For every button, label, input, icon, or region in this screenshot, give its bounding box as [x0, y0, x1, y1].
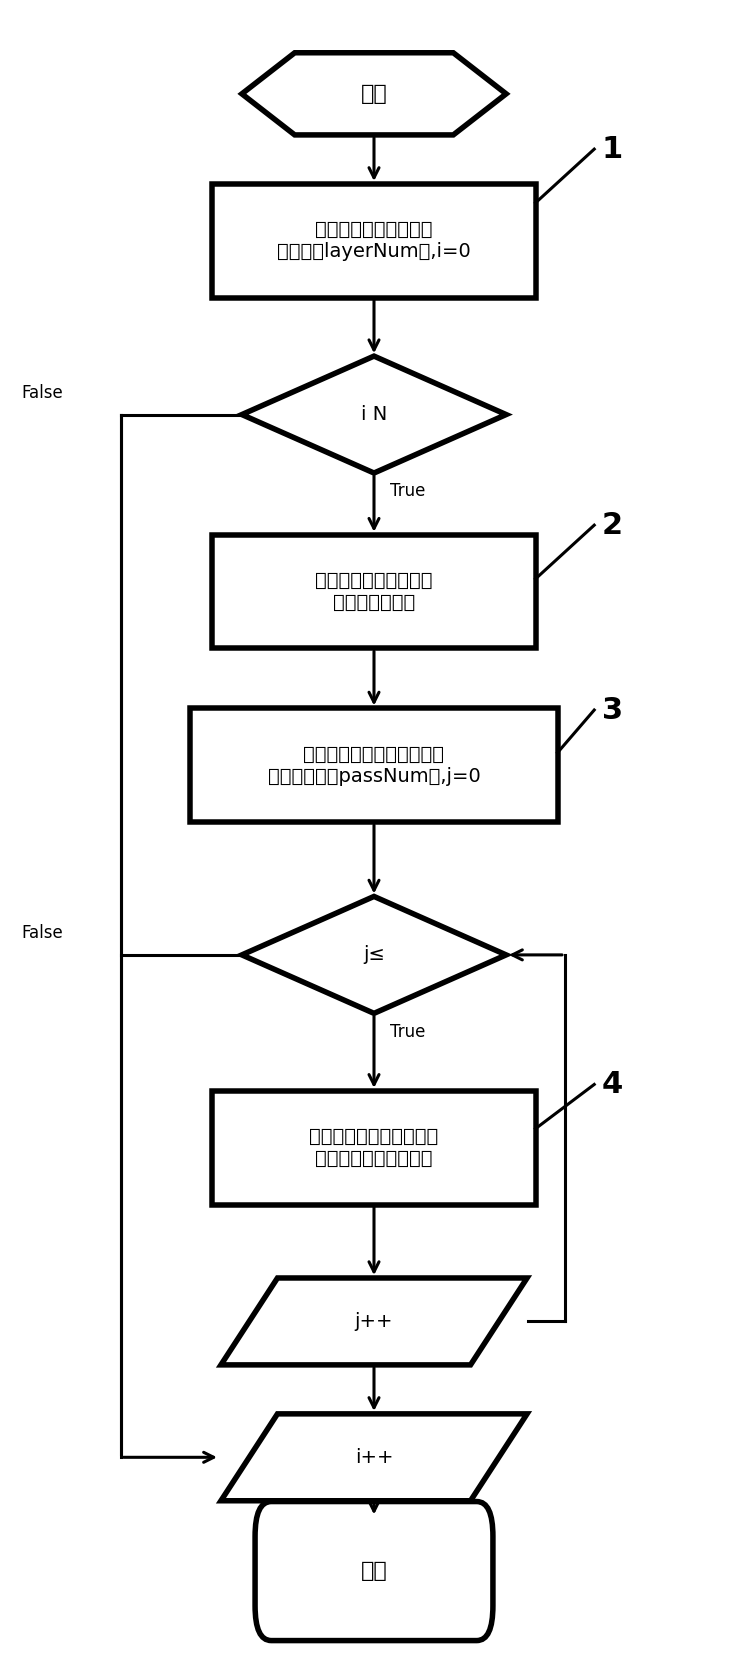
Text: 装载金字塔打印参数，改
变打印模式，开始打印: 装载金字塔打印参数，改 变打印模式，开始打印 [310, 1127, 438, 1168]
Text: 结束: 结束 [361, 1561, 387, 1581]
FancyBboxPatch shape [255, 1501, 493, 1640]
Polygon shape [221, 1278, 527, 1365]
Text: 加载打印信息，载入打
印层数（layerNum）,i=0: 加载打印信息，载入打 印层数（layerNum）,i=0 [277, 220, 471, 262]
Text: 4: 4 [601, 1070, 623, 1099]
Text: 加载金字塔打印信息，载入
图幅分割数（passNum）,j=0: 加载金字塔打印信息，载入 图幅分割数（passNum）,j=0 [268, 744, 480, 785]
Bar [191, 709, 557, 822]
Text: i N: i N [361, 404, 387, 424]
Text: 3: 3 [601, 696, 622, 724]
Bar [212, 184, 536, 298]
Polygon shape [242, 53, 506, 134]
Text: True: True [390, 1022, 426, 1041]
Text: True: True [390, 482, 426, 500]
Text: 2: 2 [601, 510, 622, 540]
Text: 开始: 开始 [361, 85, 387, 104]
Polygon shape [221, 1413, 527, 1501]
Text: j++: j++ [355, 1312, 393, 1331]
Text: j≤: j≤ [363, 946, 385, 964]
Text: False: False [22, 384, 64, 403]
Text: i++: i++ [355, 1448, 393, 1466]
Polygon shape [242, 356, 506, 472]
Polygon shape [242, 896, 506, 1014]
Bar [212, 1090, 536, 1205]
Text: 加载错位打印参数，改
变错位打印模式: 加载错位打印参数，改 变错位打印模式 [315, 572, 433, 611]
Text: 1: 1 [601, 134, 623, 164]
Text: False: False [22, 925, 64, 943]
Bar [212, 535, 536, 648]
